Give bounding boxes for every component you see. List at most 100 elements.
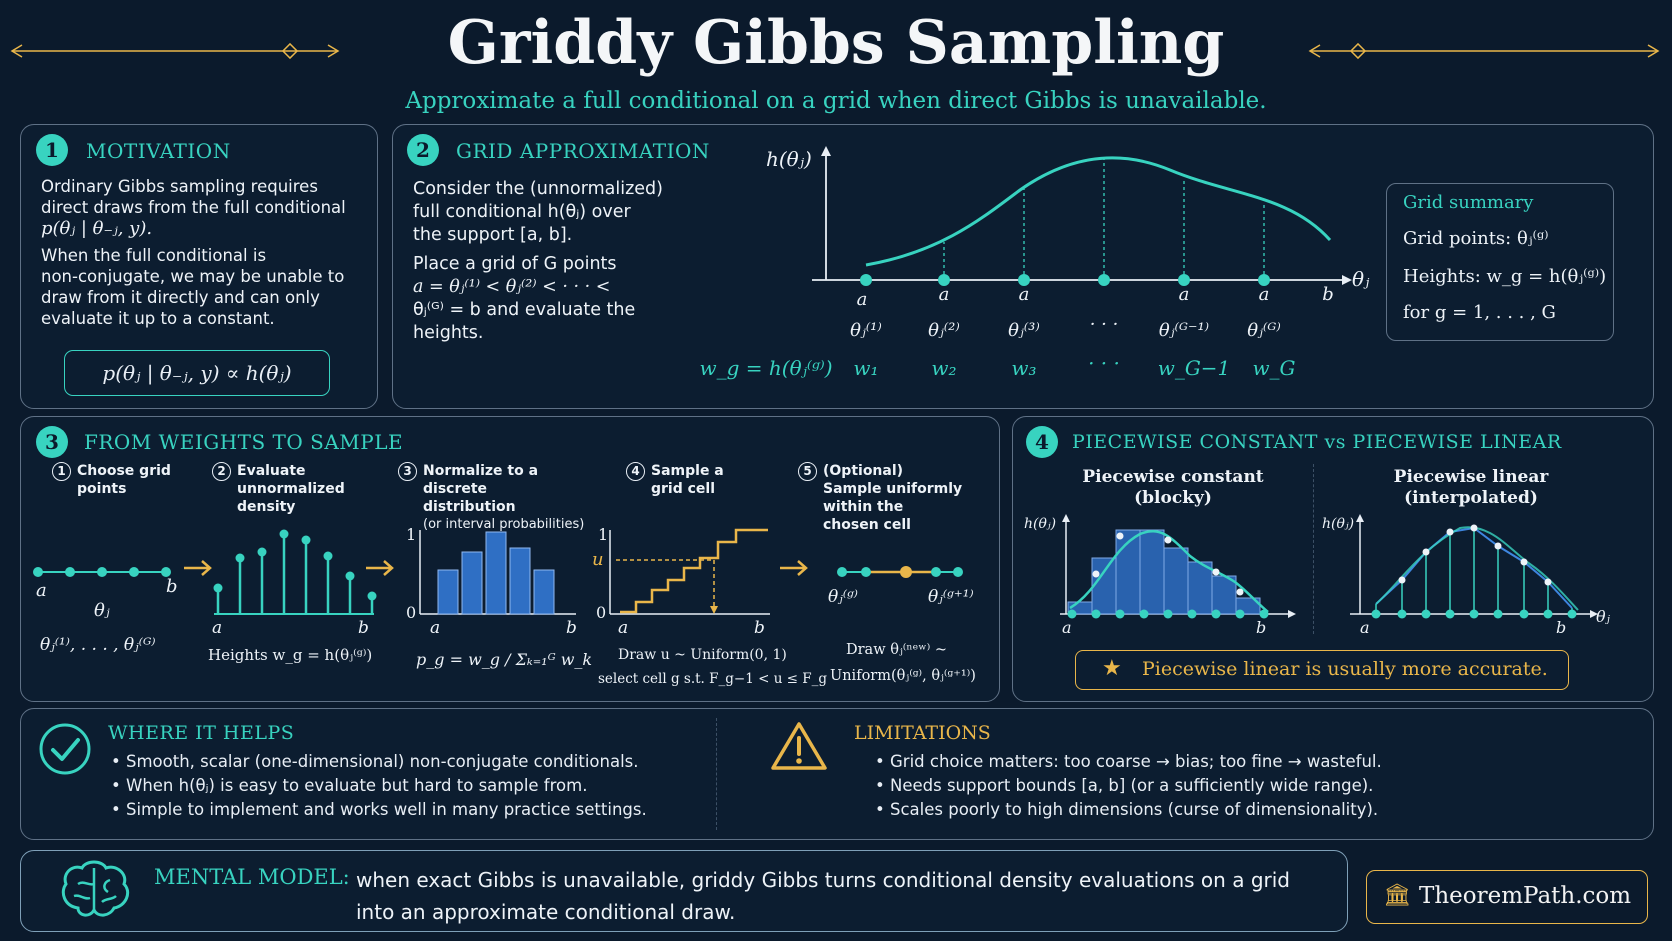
helps-title: WHERE IT HELPS — [108, 722, 295, 744]
piecewise-linear-title: Piecewise linear (interpolated) — [1393, 467, 1549, 508]
svg-text:Draw θⱼ⁽ⁿᵉʷ⁾ ~: Draw θⱼ⁽ⁿᵉʷ⁾ ~ — [846, 642, 947, 658]
svg-text:0: 0 — [596, 603, 606, 622]
svg-text:θⱼ⁽²⁾: θⱼ⁽²⁾ — [928, 320, 960, 341]
step-4-header: 4 Sample a grid cell — [626, 462, 756, 498]
limits-list: Grid choice matters: too coarse → bias; … — [872, 750, 1590, 822]
svg-text:· · ·: · · · — [1088, 351, 1120, 375]
svg-text:a: a — [618, 618, 628, 638]
step-4-cdf: 1 0 u a b Draw u ~ Uniform(0, 1) select … — [592, 525, 827, 687]
warning-icon — [771, 722, 827, 770]
grid-density-plot: h(θⱼ) θⱼ a a a a a b θⱼ⁽¹⁾ θⱼ⁽²⁾ θⱼ⁽³⁾ ·… — [699, 146, 1370, 380]
weights-steps-graphics: a b θⱼ θⱼ⁽¹⁾, . . . , θⱼ⁽ᴳ⁾ a b Heights … — [33, 525, 976, 687]
motivation-panel — [20, 124, 378, 409]
brand-name: TheoremPath.com — [1419, 883, 1632, 909]
piecewise-title: PIECEWISE CONSTANT vs PIECEWISE LINEAR — [1072, 431, 1562, 453]
svg-text:b: b — [1556, 618, 1566, 637]
svg-text:w₁: w₁ — [853, 356, 878, 380]
list-item: Grid choice matters: too coarse → bias; … — [875, 750, 1590, 774]
star-icon: ★ — [1102, 656, 1122, 681]
svg-text:· · ·: · · · — [1090, 314, 1119, 335]
svg-text:b: b — [166, 576, 178, 597]
svg-text:a: a — [1062, 618, 1072, 637]
piecewise-note-box: ★ Piecewise linear is usually more accur… — [1075, 650, 1569, 690]
weights-title: FROM WEIGHTS TO SAMPLE — [84, 430, 404, 454]
svg-text:a: a — [212, 618, 222, 638]
grid-density-curve — [865, 156, 1332, 267]
svg-text:w_G−1: w_G−1 — [1158, 356, 1231, 380]
header-ornament-right — [1308, 42, 1660, 60]
pillar-icon: 🏛 — [1383, 883, 1411, 908]
svg-text:b: b — [566, 618, 577, 638]
grid-y-label: h(θⱼ) — [766, 147, 812, 171]
svg-text:b: b — [1256, 618, 1266, 637]
list-item: Needs support bounds [a, b] (or a suffic… — [875, 774, 1590, 798]
helps-divider — [716, 718, 717, 830]
piecewise-constant-plot: h(θⱼ) a b — [1024, 514, 1296, 637]
step-1-header: 1 Choose grid points — [52, 462, 192, 498]
svg-text:θⱼ⁽³⁾: θⱼ⁽³⁾ — [1008, 320, 1040, 341]
svg-text:1: 1 — [406, 525, 416, 544]
grid-point-5 — [1178, 274, 1190, 286]
svg-text:b: b — [358, 618, 369, 638]
page-subtitle: Approximate a full conditional on a grid… — [405, 88, 1267, 114]
motivation-title: MOTIVATION — [86, 139, 231, 163]
piecewise-plots: h(θⱼ) a b h(θⱼ) θⱼ — [1024, 514, 1611, 637]
svg-text:a: a — [1179, 284, 1190, 305]
piecewise-constant-title: Piecewise constant (blocky) — [1082, 467, 1264, 508]
list-item: Smooth, scalar (one-dimensional) non-con… — [111, 750, 726, 774]
grid-panel — [392, 124, 1654, 409]
svg-text:w₃: w₃ — [1011, 356, 1036, 380]
mental-model-panel — [20, 850, 1348, 932]
list-item: When h(θⱼ) is easy to evaluate but hard … — [111, 774, 726, 798]
grid-point-labels: θⱼ⁽¹⁾ θⱼ⁽²⁾ θⱼ⁽³⁾ · · · θⱼ⁽ᴳ⁻¹⁾ θⱼ⁽ᴳ⁾ — [850, 314, 1281, 341]
svg-text:a: a — [1360, 618, 1370, 637]
svg-text:w_G: w_G — [1252, 356, 1295, 380]
svg-text:Heights w_g = h(θⱼ⁽ᵍ⁾): Heights w_g = h(θⱼ⁽ᵍ⁾) — [208, 646, 372, 664]
list-item: Scales poorly to high dimensions (curse … — [875, 798, 1590, 822]
brand-box[interactable]: 🏛 TheoremPath.com — [1366, 870, 1648, 924]
step-5-uniform-cell: θⱼ⁽ᵍ⁾ θⱼ⁽ᵍ⁺¹⁾ Draw θⱼ⁽ⁿᵉʷ⁾ ~ Uniform(θⱼ⁽… — [828, 566, 976, 684]
piecewise-note: Piecewise linear is usually more accurat… — [1142, 658, 1548, 680]
step-5-header: 5 (Optional) Sample uniformly within the … — [798, 462, 988, 534]
grid-point-6 — [1258, 274, 1270, 286]
section-number-4: 4 — [1026, 426, 1058, 458]
section-number-2: 2 — [407, 134, 439, 166]
list-item: Simple to implement and works well in ma… — [111, 798, 726, 822]
grid-summary-range: for g = 1, . . . , G — [1403, 302, 1556, 323]
svg-text:u: u — [592, 549, 604, 570]
helps-list: Smooth, scalar (one-dimensional) non-con… — [108, 750, 726, 822]
motivation-formula: p(θⱼ | θ₋ⱼ, y) ∝ h(θⱼ) — [64, 350, 330, 396]
svg-text:a: a — [857, 289, 868, 310]
svg-text:θⱼ: θⱼ — [94, 600, 110, 621]
svg-text:h(θⱼ): h(θⱼ) — [1024, 516, 1056, 532]
svg-text:0: 0 — [406, 603, 416, 622]
svg-text:θⱼ: θⱼ — [1596, 607, 1611, 626]
svg-text:θⱼ⁽ᵍ⁾: θⱼ⁽ᵍ⁾ — [828, 587, 858, 607]
grid-summary-points: Grid points: θⱼ⁽ᵍ⁾ — [1403, 228, 1549, 249]
grid-point-2 — [938, 274, 950, 286]
svg-text:θⱼ⁽¹⁾: θⱼ⁽¹⁾ — [850, 320, 882, 341]
mental-model-label: MENTAL MODEL: — [154, 865, 350, 889]
svg-text:Draw u ~ Uniform(0, 1): Draw u ~ Uniform(0, 1) — [618, 647, 787, 663]
svg-text:select cell g s.t. F_g−1 < u ≤: select cell g s.t. F_g−1 < u ≤ F_g — [598, 671, 827, 687]
limits-title: LIMITATIONS — [854, 722, 991, 744]
step-3-header: 3 Normalize to a discrete distribution (or… — [398, 462, 598, 534]
svg-text:θⱼ⁽ᴳ⁾: θⱼ⁽ᴳ⁾ — [1247, 320, 1281, 341]
svg-text:θⱼ⁽ᴳ⁻¹⁾: θⱼ⁽ᴳ⁻¹⁾ — [1159, 320, 1209, 341]
header-ornament-left — [10, 42, 340, 60]
grid-summary-title: Grid summary — [1403, 192, 1534, 213]
svg-text:Uniform(θⱼ⁽ᵍ⁾, θⱼ⁽ᵍ⁺¹⁾): Uniform(θⱼ⁽ᵍ⁾, θⱼ⁽ᵍ⁺¹⁾) — [830, 668, 976, 684]
svg-text:h(θⱼ): h(θⱼ) — [1322, 516, 1354, 532]
step-3-histogram: 1 0 a b p_g = w_g / Σₖ₌₁ᴳ w_k — [406, 525, 592, 669]
grid-weight-labels: w_g = h(θⱼ⁽ᵍ⁾) w₁ w₂ w₃ · · · w_G−1 w_G — [699, 351, 1295, 380]
svg-text:a: a — [1259, 284, 1270, 305]
step-1-grid-line: a b θⱼ θⱼ⁽¹⁾, . . . , θⱼ⁽ᴳ⁾ — [33, 567, 178, 655]
checkmark-icon — [39, 723, 91, 775]
svg-text:b: b — [754, 618, 765, 638]
grid-point-3 — [1018, 274, 1030, 286]
piecewise-linear-plot: h(θⱼ) θⱼ a b — [1322, 514, 1611, 637]
step-2-stem-plot: a b Heights w_g = h(θⱼ⁽ᵍ⁾) — [208, 529, 377, 664]
svg-text:a: a — [939, 284, 950, 305]
grid-summary-heights: Heights: w_g = h(θⱼ⁽ᵍ⁾) — [1403, 266, 1607, 287]
section-number-1: 1 — [36, 134, 68, 166]
